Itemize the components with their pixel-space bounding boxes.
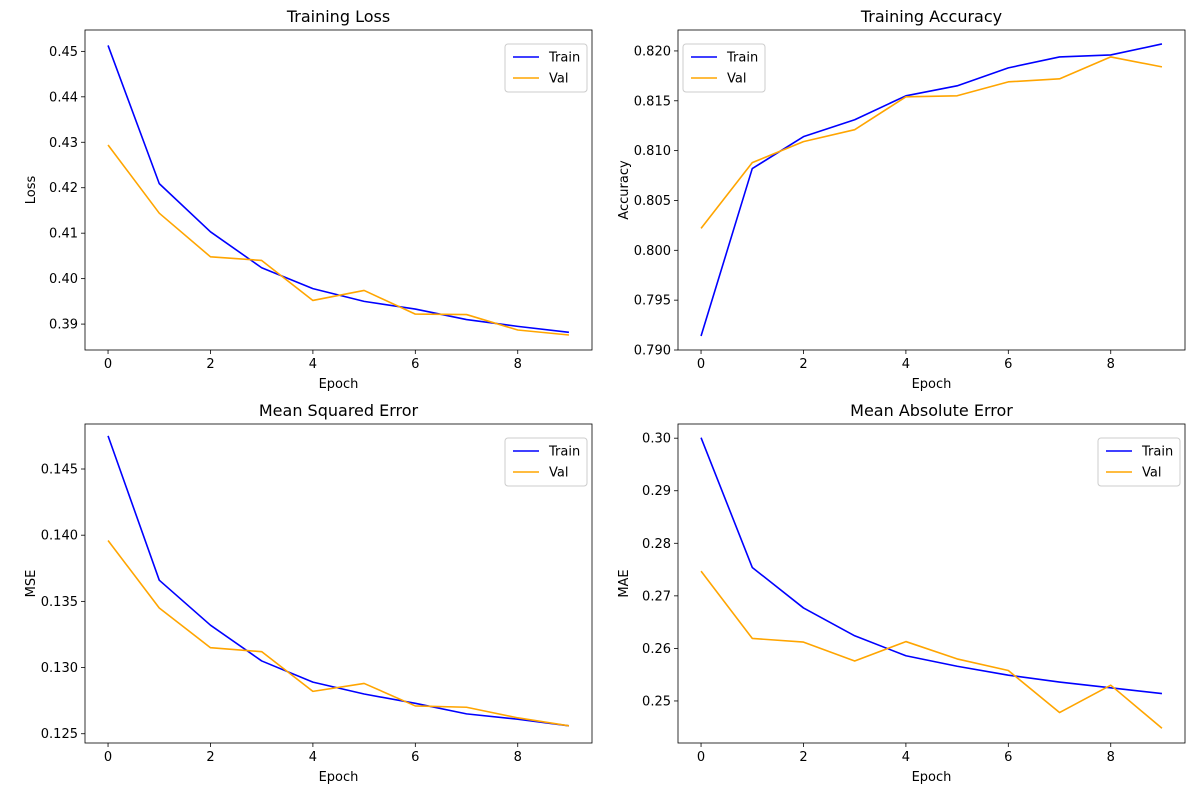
chart-title: Training Loss: [286, 7, 390, 26]
series-line-train: [700, 437, 1163, 695]
x-tick-label: 6: [1004, 750, 1012, 765]
axes-frame: [677, 29, 1186, 351]
y-tick-label: 0.25: [642, 694, 671, 709]
y-tick-label: 0.40: [49, 272, 78, 287]
series-line-val: [700, 56, 1163, 229]
series-line-val: [700, 570, 1163, 729]
x-axis-label: Epoch: [912, 770, 952, 785]
x-axis-label: Epoch: [319, 770, 359, 785]
chart-title: Mean Absolute Error: [850, 401, 1013, 420]
x-tick-label: 4: [902, 357, 910, 372]
y-tick-label: 0.44: [49, 90, 78, 105]
legend-box: [504, 437, 588, 487]
x-tick-label: 8: [514, 750, 522, 765]
y-tick-label: 0.800: [634, 244, 671, 259]
y-tick-label: 0.125: [41, 727, 78, 742]
x-tick-label: 2: [799, 357, 807, 372]
legend-box: [682, 43, 766, 93]
x-tick-label: 4: [902, 750, 910, 765]
legend-label: Train: [1141, 445, 1173, 460]
y-tick-label: 0.42: [49, 181, 78, 196]
y-tick-label: 0.795: [634, 294, 671, 309]
x-tick-label: 2: [206, 357, 214, 372]
x-tick-label: 0: [104, 357, 112, 372]
axes-frame: [84, 29, 593, 351]
chart-title: Mean Squared Error: [259, 401, 419, 420]
y-tick-label: 0.790: [634, 344, 671, 359]
legend: Train Val: [504, 43, 588, 93]
x-tick-label: 6: [411, 750, 419, 765]
legend-label: Train: [548, 51, 580, 66]
legend-label: Train: [726, 51, 758, 66]
chart-panel-1: Training Accuracy 0 2 4 6 8 0.790 0.795 0.800 0.8…: [617, 7, 1186, 392]
chart-panel-0: Training Loss 0 2 4 6 8 0.39 0.40 0.41 0.42 0.43 0.…: [24, 7, 593, 392]
legend: Train Val: [682, 43, 766, 93]
x-tick-label: 4: [309, 750, 317, 765]
y-axis-label: MAE: [617, 569, 632, 597]
y-tick-label: 0.30: [642, 432, 671, 447]
series-line-val: [107, 539, 570, 727]
y-tick-label: 0.130: [41, 661, 78, 676]
series-line-train: [700, 43, 1163, 337]
y-axis-label: MSE: [24, 570, 39, 598]
y-tick-label: 0.27: [642, 589, 671, 604]
x-axis-label: Epoch: [912, 377, 952, 392]
series-line-val: [107, 144, 570, 336]
y-tick-label: 0.43: [49, 136, 78, 151]
x-tick-label: 6: [411, 357, 419, 372]
y-tick-label: 0.39: [49, 318, 78, 333]
series-line-train: [107, 435, 570, 727]
y-axis-label: Loss: [24, 176, 39, 205]
x-tick-label: 8: [1107, 750, 1115, 765]
y-tick-label: 0.820: [634, 44, 671, 59]
x-tick-label: 4: [309, 357, 317, 372]
y-tick-label: 0.41: [49, 227, 78, 242]
chart-panel-2: Mean Squared Error 0 2 4 6 8 0.125 0.130 0.135 0.…: [24, 401, 593, 785]
x-tick-label: 2: [206, 750, 214, 765]
chart-title: Training Accuracy: [860, 7, 1002, 26]
x-tick-label: 0: [697, 357, 705, 372]
x-tick-label: 8: [1107, 357, 1115, 372]
legend-box: [504, 43, 588, 93]
chart-panel-3: Mean Absolute Error 0 2 4 6 8 0.25 0.26 0.27 0.28…: [617, 401, 1186, 785]
y-tick-label: 0.145: [41, 463, 78, 478]
y-axis-label: Accuracy: [617, 160, 632, 220]
legend: Train Val: [504, 437, 588, 487]
y-tick-label: 0.140: [41, 529, 78, 544]
x-tick-label: 2: [799, 750, 807, 765]
x-tick-label: 0: [697, 750, 705, 765]
y-tick-label: 0.810: [634, 144, 671, 159]
y-tick-label: 0.29: [642, 484, 671, 499]
legend-label: Val: [549, 72, 568, 87]
y-tick-label: 0.45: [49, 45, 78, 60]
axes-frame: [84, 423, 593, 744]
y-tick-label: 0.805: [634, 194, 671, 209]
legend-label: Val: [1142, 466, 1161, 481]
x-tick-label: 8: [514, 357, 522, 372]
axes-frame: [677, 423, 1186, 744]
y-tick-label: 0.28: [642, 537, 671, 552]
legend: Train Val: [1097, 437, 1181, 487]
legend-label: Val: [727, 72, 746, 87]
y-tick-label: 0.815: [634, 94, 671, 109]
legend-label: Val: [549, 466, 568, 481]
x-axis-label: Epoch: [319, 377, 359, 392]
y-tick-label: 0.26: [642, 642, 671, 657]
legend-box: [1097, 437, 1181, 487]
x-tick-label: 6: [1004, 357, 1012, 372]
x-tick-label: 0: [104, 750, 112, 765]
series-line-train: [107, 45, 570, 334]
y-tick-label: 0.135: [41, 595, 78, 610]
legend-label: Train: [548, 445, 580, 460]
